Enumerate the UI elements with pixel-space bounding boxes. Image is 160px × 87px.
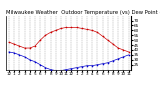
Text: Milwaukee Weather  Outdoor Temperature (vs) Dew Point (Last 24 Hours): Milwaukee Weather Outdoor Temperature (v… [6, 10, 160, 15]
